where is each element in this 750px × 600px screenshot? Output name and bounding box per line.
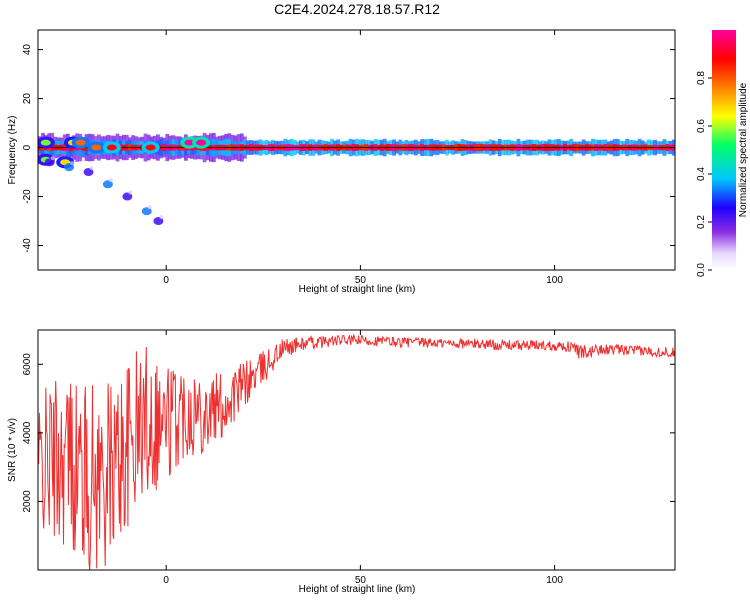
snr-marks: [38, 333, 675, 570]
spectrogram-xlabel: Height of straight line (km): [299, 284, 416, 295]
spectrogram-xtick-label: 50: [355, 275, 367, 286]
colorbar-tick-label: 0.2: [696, 215, 707, 229]
spectrogram-branch-point: [64, 163, 75, 172]
spectrogram-branch-point: [147, 205, 152, 210]
snr-axes: 0 50 100 2000 4000 6000: [22, 330, 675, 586]
spectrogram-xtick-label: 0: [163, 275, 169, 286]
spectrogram-blob: [40, 139, 51, 146]
snr-xtick-label: 50: [355, 575, 367, 586]
spectrogram-blob: [145, 144, 156, 151]
spectrogram-cell: [675, 144, 679, 151]
spectrogram-branch-point: [122, 192, 133, 201]
snr-xtick-label: 100: [546, 575, 563, 586]
colorbar: 0.0 0.2 0.4 0.6 0.8 Normalized spectral ampl…: [696, 30, 749, 277]
spectrogram-marks: [38, 132, 679, 226]
spectrogram-xtick-label: 100: [546, 275, 563, 286]
spectrogram-branch-point: [83, 168, 94, 177]
colorbar-tick-label: 0.8: [696, 71, 707, 85]
colorbar-label: Normalized spectral amplitude: [738, 82, 749, 217]
snr-ytick-label: 2000: [22, 490, 33, 513]
spectrogram-ylabel: Frequency (Hz): [7, 116, 18, 185]
snr-series-line: [38, 333, 675, 570]
spectrogram-branch-point: [44, 158, 55, 167]
spectrogram-ytick-label: -40: [22, 238, 33, 253]
spectrogram-blob: [75, 139, 86, 146]
spectrogram-branch-point: [50, 156, 55, 161]
spectrogram-ytick-label: 0: [22, 144, 33, 150]
spectrogram-frame: [37, 29, 676, 271]
spectrogram-panel: 0 50 100 -40 -20 0 20 40 Height of straight lin…: [7, 29, 679, 295]
spectrogram-cell: [675, 140, 679, 156]
spectrogram-blob: [91, 144, 102, 151]
colorbar-tick-label: 0.6: [696, 119, 707, 133]
snr-ylabel: SNR (10 * v/v): [7, 418, 18, 482]
snr-xlabel: Height of straight line (km): [299, 584, 416, 595]
colorbar-tick-label: 0.0: [696, 263, 707, 277]
spectrogram-ytick-label: 40: [22, 44, 33, 56]
snr-plot-area: [38, 330, 675, 570]
spectrogram-branch-point: [159, 215, 164, 220]
figure-title: C2E4.2024.278.18.57.R12: [274, 1, 440, 17]
spectrogram-blob: [184, 139, 195, 146]
spectrogram-ytick-label: -20: [22, 189, 33, 204]
snr-ytick-label: 6000: [22, 353, 33, 376]
spectrogram-branch-point: [128, 190, 133, 195]
spectrogram-branch-point: [153, 217, 164, 226]
colorbar-gradient: [712, 30, 736, 270]
colorbar-tick-label: 0.4: [696, 167, 707, 181]
spectrogram-blob: [196, 139, 207, 146]
spectrogram-branch-point: [141, 207, 152, 216]
spectrogram-axes: 0 50 100 -40 -20 0 20 40: [22, 30, 675, 286]
snr-xtick-label: 0: [163, 575, 169, 586]
snr-frame: [37, 329, 676, 571]
spectrogram-ytick-label: 20: [22, 93, 33, 105]
spectrogram-branch-point: [108, 178, 113, 183]
colorbar-ticks: 0.0 0.2 0.4 0.6 0.8: [696, 71, 712, 277]
spectrogram-branch-point: [89, 166, 94, 171]
spectrogram-branch-point: [70, 161, 75, 166]
spectrogram-branch-point: [102, 180, 113, 189]
snr-panel: 0 50 100 2000 4000 6000 Height of straight li…: [7, 329, 676, 595]
snr-ytick-label: 4000: [22, 421, 33, 444]
spectrogram-blob: [106, 144, 117, 151]
